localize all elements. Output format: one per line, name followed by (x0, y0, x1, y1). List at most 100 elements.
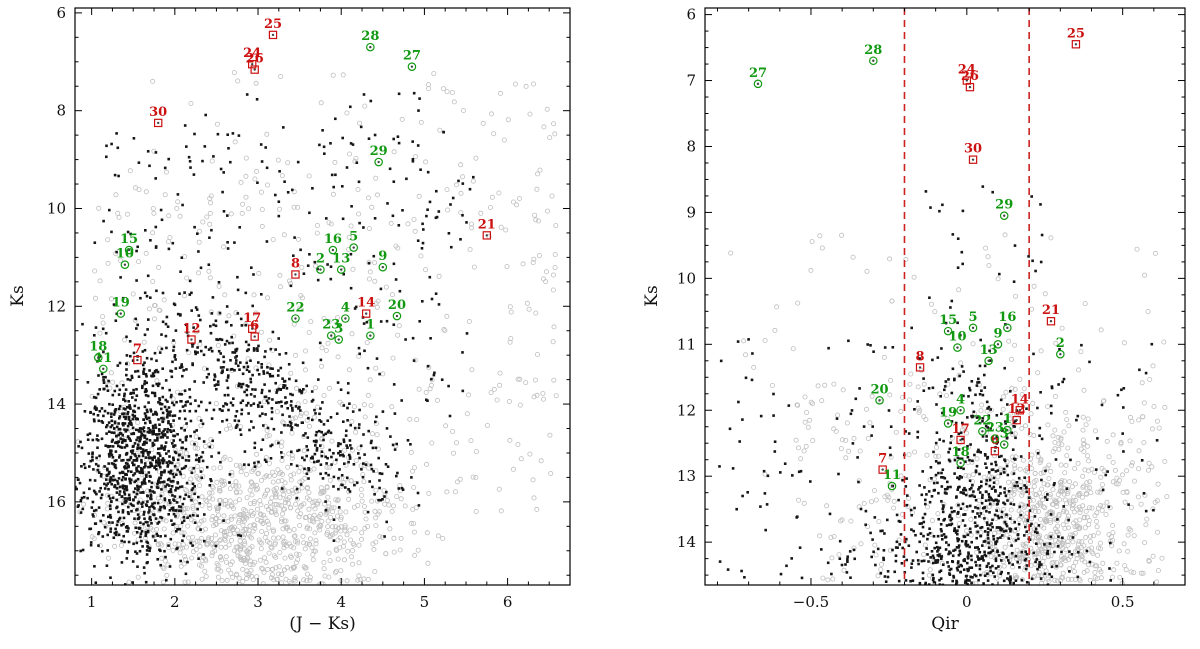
marker-center-dot (959, 438, 962, 442)
labeled-source-3: 3 (1000, 427, 1009, 449)
y-tick-label: 8 (56, 102, 66, 120)
red-square-marker (1071, 40, 1081, 49)
left-x-axis-title: (J − Ks) (289, 614, 356, 634)
marker-center-dot (369, 45, 372, 49)
source-label: 22 (286, 301, 304, 316)
labeled-source-16: 16 (324, 232, 342, 255)
source-label: 23 (322, 318, 340, 333)
marker-center-dot (190, 338, 193, 341)
marker-center-dot (872, 59, 875, 62)
plot-frame (74, 7, 571, 586)
labeled-source-17: 17 (243, 311, 261, 333)
marker-center-dot (485, 234, 489, 237)
green-circle-marker (366, 42, 375, 52)
y-tick-label: 10 (47, 199, 66, 217)
marker-center-dot (1003, 214, 1006, 217)
red-square-marker (248, 324, 257, 333)
red-square-marker (915, 363, 925, 372)
source-label: 9 (378, 249, 387, 264)
red-square-marker (248, 60, 257, 69)
x-tick-label: 2 (170, 593, 180, 611)
marker-center-dot (993, 437, 997, 440)
green-circle-marker (120, 260, 130, 270)
labeled-source-13: 13 (980, 343, 998, 366)
marker-center-dot (410, 65, 414, 68)
source-label: 28 (864, 43, 882, 58)
labeled-source-6: 6 (250, 319, 259, 341)
labeled-source-20: 20 (388, 298, 406, 321)
y-tick-label: 7 (686, 72, 696, 90)
marker-center-dot (993, 449, 997, 453)
marker-center-dot (123, 263, 127, 266)
labeled-source-2: 2 (1056, 336, 1065, 359)
red-square-marker (361, 309, 371, 318)
source-label: 11 (883, 468, 901, 483)
marker-center-dot (971, 158, 975, 161)
source-label: 19 (112, 296, 130, 311)
marker-center-dot (996, 343, 1000, 346)
green-circle-marker (1003, 425, 1012, 435)
source-label: 27 (749, 66, 767, 81)
labeled-source-14: 14 (357, 296, 375, 318)
marker-center-dot (271, 33, 275, 37)
marker-center-dot (119, 312, 122, 315)
source-label: 5 (349, 230, 358, 245)
marker-center-dot (918, 366, 922, 369)
marker-center-dot (971, 326, 975, 330)
source-label: 24 (958, 63, 976, 78)
source-label: 21 (1042, 303, 1060, 318)
marker-center-dot (364, 312, 368, 315)
marker-center-dot (968, 85, 972, 89)
green-circle-marker (98, 364, 108, 374)
marker-center-dot (756, 82, 760, 86)
labeled-source-21: 21 (1042, 303, 1060, 326)
labeled-source-29: 29 (370, 144, 388, 167)
source-label: 24 (243, 46, 261, 61)
source-label: 6 (990, 433, 999, 448)
source-label: 26 (961, 69, 979, 84)
labeled-source-27: 27 (403, 49, 421, 71)
labeled-source-9: 9 (378, 249, 387, 272)
marker-center-dot (1006, 326, 1009, 330)
labeled-source-15: 15 (120, 232, 138, 255)
green-circle-marker (978, 427, 987, 436)
marker-center-dot (1018, 409, 1022, 412)
labeled-source-23: 23 (322, 318, 340, 340)
marker-center-dot (97, 356, 100, 359)
labeled-source-27: 27 (749, 66, 767, 89)
y-tick-label: 11 (677, 335, 696, 353)
source-label: 30 (964, 142, 982, 157)
y-tick-label: 12 (47, 297, 66, 315)
source-label: 17 (243, 311, 261, 326)
x-tick-label: 1 (87, 593, 97, 611)
green-circle-marker (334, 335, 344, 344)
labeled-source-25: 25 (1067, 26, 1085, 49)
source-label: 26 (246, 52, 264, 67)
green-circle-marker (943, 326, 953, 336)
source-label: 3 (1000, 427, 1009, 442)
red-square-marker (878, 465, 887, 474)
labeled-source-14: 14 (1011, 392, 1029, 415)
source-label: 14 (1011, 392, 1029, 407)
labeled-source-30: 30 (964, 142, 982, 164)
labeled-source-1: 1 (366, 318, 375, 340)
labeled-source-20: 20 (870, 382, 889, 405)
source-label: 15 (120, 232, 138, 247)
labeled-source-1: 1 (1003, 412, 1012, 435)
labeled-source-9: 9 (993, 326, 1003, 349)
red-square-marker (482, 231, 492, 240)
marker-center-dot (381, 265, 385, 269)
source-label: 4 (956, 392, 965, 407)
x-tick-label: 0.5 (1111, 593, 1135, 611)
marker-center-dot (1049, 320, 1053, 323)
labeled-source-16: 16 (998, 310, 1016, 333)
marker-center-dot (136, 358, 139, 362)
green-circle-marker (374, 157, 383, 167)
labeled-source-24: 24 (243, 46, 261, 69)
labeled-source-8: 8 (291, 256, 300, 279)
